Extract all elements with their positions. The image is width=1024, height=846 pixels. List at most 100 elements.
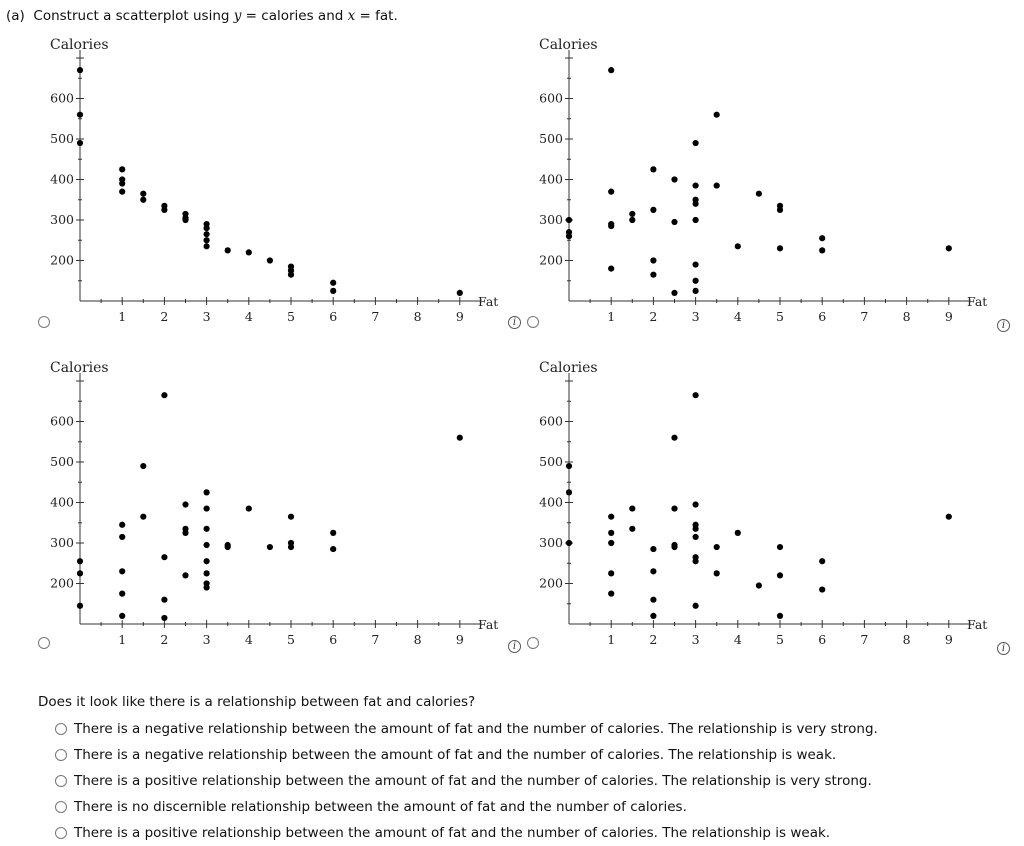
y-tick-label: 500: [50, 131, 74, 146]
answer-label: There is a positive relationship between…: [74, 825, 831, 841]
answer-options: There is a negative relationship between…: [55, 716, 878, 846]
data-point: [330, 529, 337, 536]
data-point: [287, 513, 295, 520]
prompt-y-var: y: [233, 8, 242, 24]
x-tick-label: 7: [371, 632, 379, 647]
plot-d-info-icon[interactable]: i: [997, 642, 1010, 655]
data-point: [692, 139, 699, 147]
data-point: [119, 590, 126, 597]
data-point: [161, 392, 168, 399]
data-point: [161, 206, 168, 213]
data-point: [650, 596, 657, 603]
data-point: [203, 541, 210, 549]
y-tick-label: 400: [50, 172, 74, 187]
x-axis-label: Fat: [967, 617, 987, 632]
data-point: [182, 572, 189, 579]
answer-radio[interactable]: [55, 801, 67, 813]
data-point: [76, 139, 84, 147]
x-tick-label: 7: [371, 309, 379, 324]
x-tick-label: 8: [903, 632, 911, 647]
x-tick-label: 2: [649, 632, 657, 647]
answer-radio[interactable]: [55, 723, 67, 735]
x-tick-label: 9: [456, 309, 464, 324]
plot-d-radio[interactable]: [527, 637, 539, 649]
data-point: [140, 196, 147, 203]
answer-option[interactable]: There is a positive relationship between…: [55, 768, 878, 794]
prompt-x-var: x: [347, 8, 356, 24]
x-tick-label: 5: [287, 309, 295, 324]
data-point: [650, 206, 657, 213]
data-point: [608, 222, 615, 230]
answer-radio[interactable]: [55, 827, 67, 839]
x-tick-label: 2: [649, 309, 657, 324]
plot-b-info-icon[interactable]: i: [997, 319, 1010, 332]
data-point: [203, 584, 210, 591]
data-point: [692, 216, 699, 224]
data-point: [119, 612, 126, 619]
data-point: [330, 279, 337, 286]
data-point: [565, 462, 573, 470]
answer-option[interactable]: There is no discernible relationship bet…: [55, 794, 878, 820]
plot-c-radio[interactable]: [38, 637, 50, 649]
data-point: [76, 602, 84, 609]
plot-b-radio[interactable]: [527, 316, 539, 328]
x-tick-label: 4: [245, 632, 253, 647]
data-point: [161, 614, 168, 622]
data-point: [565, 216, 573, 224]
data-point: [76, 570, 84, 577]
data-point: [650, 271, 657, 278]
x-tick-label: 4: [245, 309, 253, 324]
data-point: [76, 67, 84, 74]
data-point: [671, 434, 678, 441]
y-tick-label: 600: [539, 414, 563, 429]
answer-option[interactable]: There is a negative relationship between…: [55, 742, 878, 768]
answer-option[interactable]: There is a negative relationship between…: [55, 716, 878, 742]
x-tick-label: 2: [160, 309, 168, 324]
data-point: [819, 247, 826, 254]
data-point: [629, 210, 636, 218]
data-point: [608, 539, 615, 547]
data-point: [692, 287, 699, 294]
data-point: [692, 558, 699, 565]
x-tick-label: 4: [734, 632, 742, 647]
x-tick-label: 6: [329, 632, 337, 647]
data-point: [245, 249, 252, 256]
data-point: [330, 287, 337, 294]
part-label: (a): [6, 8, 25, 24]
x-tick-label: 6: [818, 632, 826, 647]
prompt-pre: Construct a scatterplot using: [33, 8, 234, 24]
data-point: [76, 558, 84, 565]
data-point: [161, 554, 168, 561]
y-tick-label: 200: [50, 253, 74, 268]
y-tick-label: 500: [539, 131, 563, 146]
data-point: [608, 513, 615, 520]
question-text: Does it look like there is a relationshi…: [38, 694, 476, 710]
data-point: [776, 572, 784, 579]
y-axis-label: Calories: [539, 37, 598, 53]
answer-radio[interactable]: [55, 749, 67, 761]
plot-a-radio[interactable]: [38, 316, 50, 328]
data-point: [456, 434, 463, 441]
data-point: [203, 237, 210, 244]
x-tick-label: 8: [414, 309, 422, 324]
data-point: [776, 206, 784, 213]
y-tick-label: 600: [50, 414, 74, 429]
data-point: [819, 586, 826, 593]
data-point: [182, 529, 189, 536]
data-point: [734, 529, 741, 536]
data-point: [776, 612, 784, 619]
y-tick-label: 600: [50, 91, 74, 106]
answer-radio[interactable]: [55, 775, 67, 787]
answer-label: There is a negative relationship between…: [74, 747, 837, 763]
answer-option[interactable]: There is a positive relationship between…: [55, 820, 878, 846]
x-axis-label: Fat: [478, 617, 498, 632]
data-point: [161, 596, 168, 603]
y-axis-label: Calories: [50, 37, 109, 53]
data-point: [734, 243, 741, 250]
plot-a-info-icon[interactable]: i: [508, 316, 521, 329]
data-point: [671, 505, 678, 512]
plot-c-info-icon[interactable]: i: [508, 640, 521, 653]
data-point: [224, 247, 231, 254]
data-point: [945, 513, 952, 520]
data-point: [203, 525, 210, 532]
